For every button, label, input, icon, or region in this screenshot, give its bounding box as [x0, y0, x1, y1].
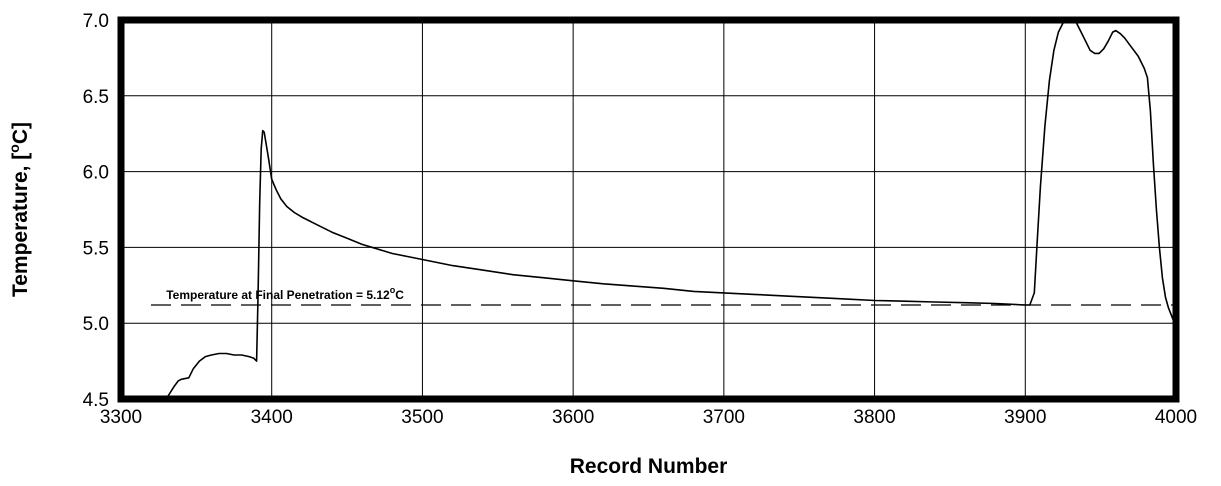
reference-line-label-sup: o: [390, 285, 396, 295]
y-axis-label-sup: o: [6, 144, 22, 153]
x-tick-label: 3600: [552, 407, 594, 428]
reference-line-label: Temperature at Final Penetration = 5.12o…: [166, 285, 404, 302]
x-tick-label: 3500: [401, 407, 443, 428]
x-tick-label: 3900: [1004, 407, 1046, 428]
x-tick-label: 3300: [100, 407, 142, 428]
y-tick-label: 5.0: [83, 314, 109, 335]
y-axis-label-main: Temperature, [: [9, 153, 32, 297]
series-group: [165, 19, 1177, 400]
y-tick-label: 6.5: [83, 87, 109, 108]
y-tick-label: 5.5: [83, 238, 109, 259]
x-tick-labels: 3300 3400 3500 3600 3700 3800 3900 4000: [100, 407, 1197, 428]
x-axis-label: Record Number: [570, 455, 728, 478]
reference-line-label-end: C: [395, 288, 404, 302]
y-tick-label: 7.0: [83, 11, 109, 32]
x-tick-label: 3800: [853, 407, 895, 428]
x-tick-label: 4000: [1155, 407, 1197, 428]
x-tick-label: 3400: [251, 407, 293, 428]
y-tick-label: 4.5: [83, 390, 109, 411]
y-tick-labels: 4.5 5.0 5.5 6.0 6.5 7.0: [83, 11, 109, 411]
reference-line-label-main: Temperature at Final Penetration = 5.12: [166, 288, 390, 302]
series-line: [165, 19, 1177, 400]
plot-frame: [117, 16, 1180, 403]
gridlines: [120, 19, 1177, 400]
x-tick-label: 3700: [703, 407, 745, 428]
y-axis-label: Temperature, [oC]: [6, 122, 32, 297]
y-axis-label-end: C]: [9, 122, 32, 144]
y-tick-label: 6.0: [83, 163, 109, 184]
